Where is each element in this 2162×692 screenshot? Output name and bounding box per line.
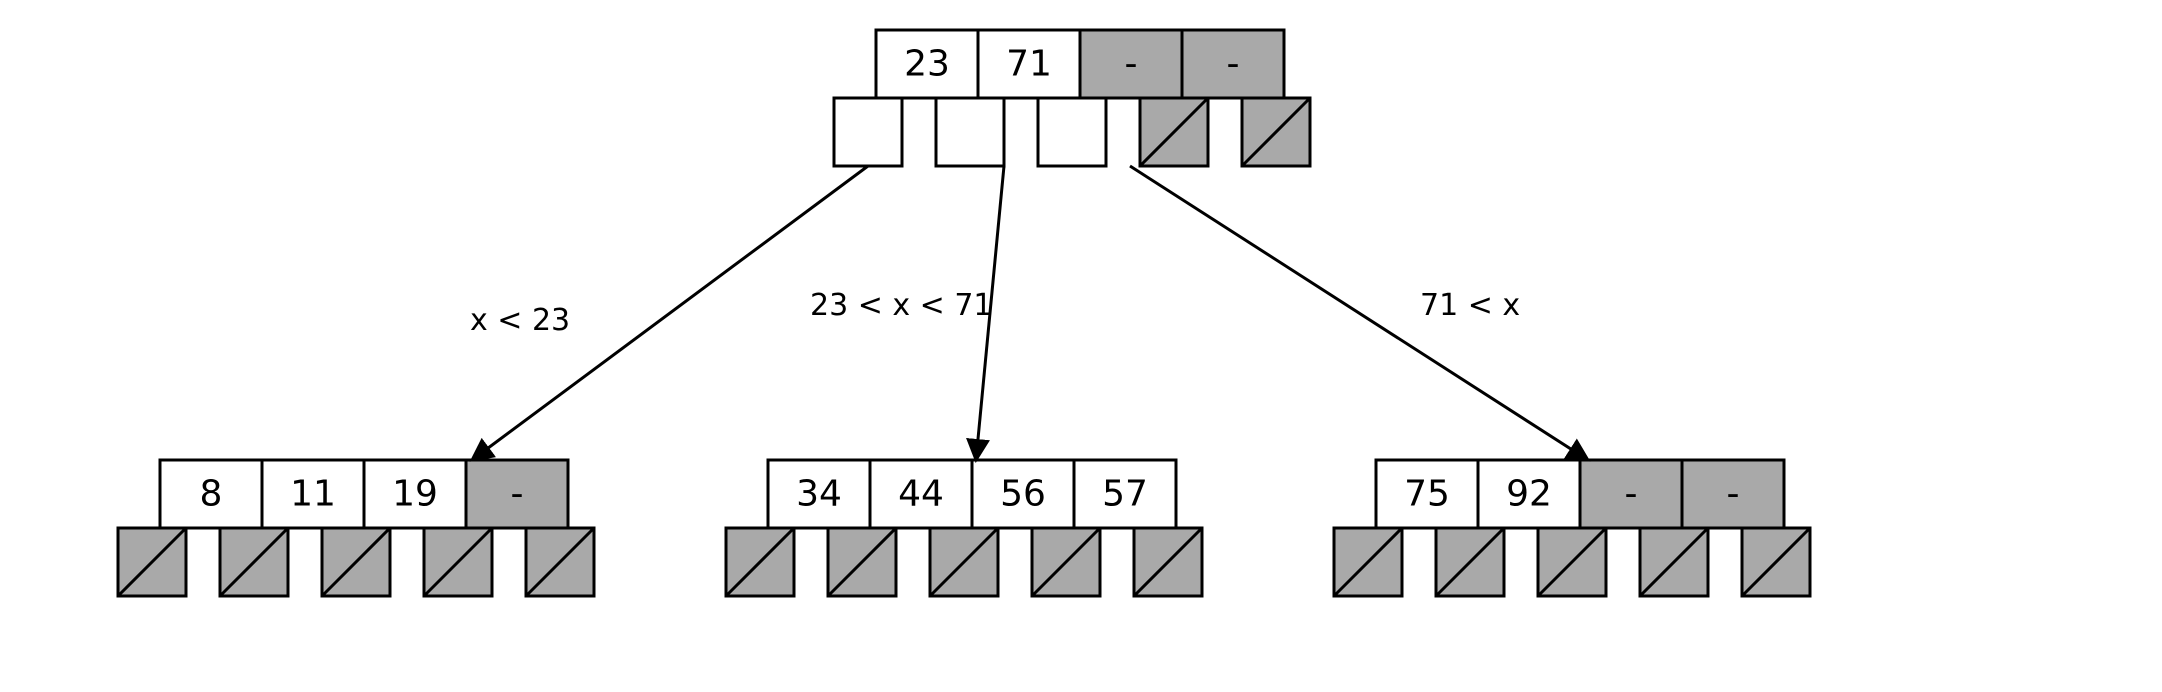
child-2-key-1-text: 92 <box>1506 474 1552 515</box>
child-1-key-0-text: 34 <box>796 474 842 515</box>
btree-diagram: 23 71 - - 8 11 19 - 34 44 56 57 75 92 - - x < 23 23 < x <… <box>0 0 2162 692</box>
root-key-3-text: - <box>1227 44 1240 85</box>
root-key-0-text: 23 <box>904 44 950 85</box>
child-2-key-0-text: 75 <box>1404 474 1450 515</box>
child-1-key-3-text: 57 <box>1102 474 1148 515</box>
child-0-key-2-text: 19 <box>392 474 438 515</box>
root-ptr-0 <box>834 98 902 166</box>
child-1-key-1-text: 44 <box>898 474 944 515</box>
root-ptr-2 <box>1038 98 1106 166</box>
child-2-key-2-text: - <box>1625 474 1638 515</box>
edge-label-0: x < 23 <box>470 303 570 338</box>
root-key-1-text: 71 <box>1006 44 1052 85</box>
child-2-key-3-text: - <box>1727 474 1740 515</box>
child-0-key-1-text: 11 <box>290 474 336 515</box>
child-0-key-0-text: 8 <box>200 474 223 515</box>
edge-label-2: 71 < x <box>1420 288 1520 323</box>
child-1-key-2-text: 56 <box>1000 474 1046 515</box>
edge-label-1: 23 < x < 71 <box>810 288 993 323</box>
child-0-key-3-text: - <box>511 474 524 515</box>
root-key-2-text: - <box>1125 44 1138 85</box>
root-ptr-1 <box>936 98 1004 166</box>
